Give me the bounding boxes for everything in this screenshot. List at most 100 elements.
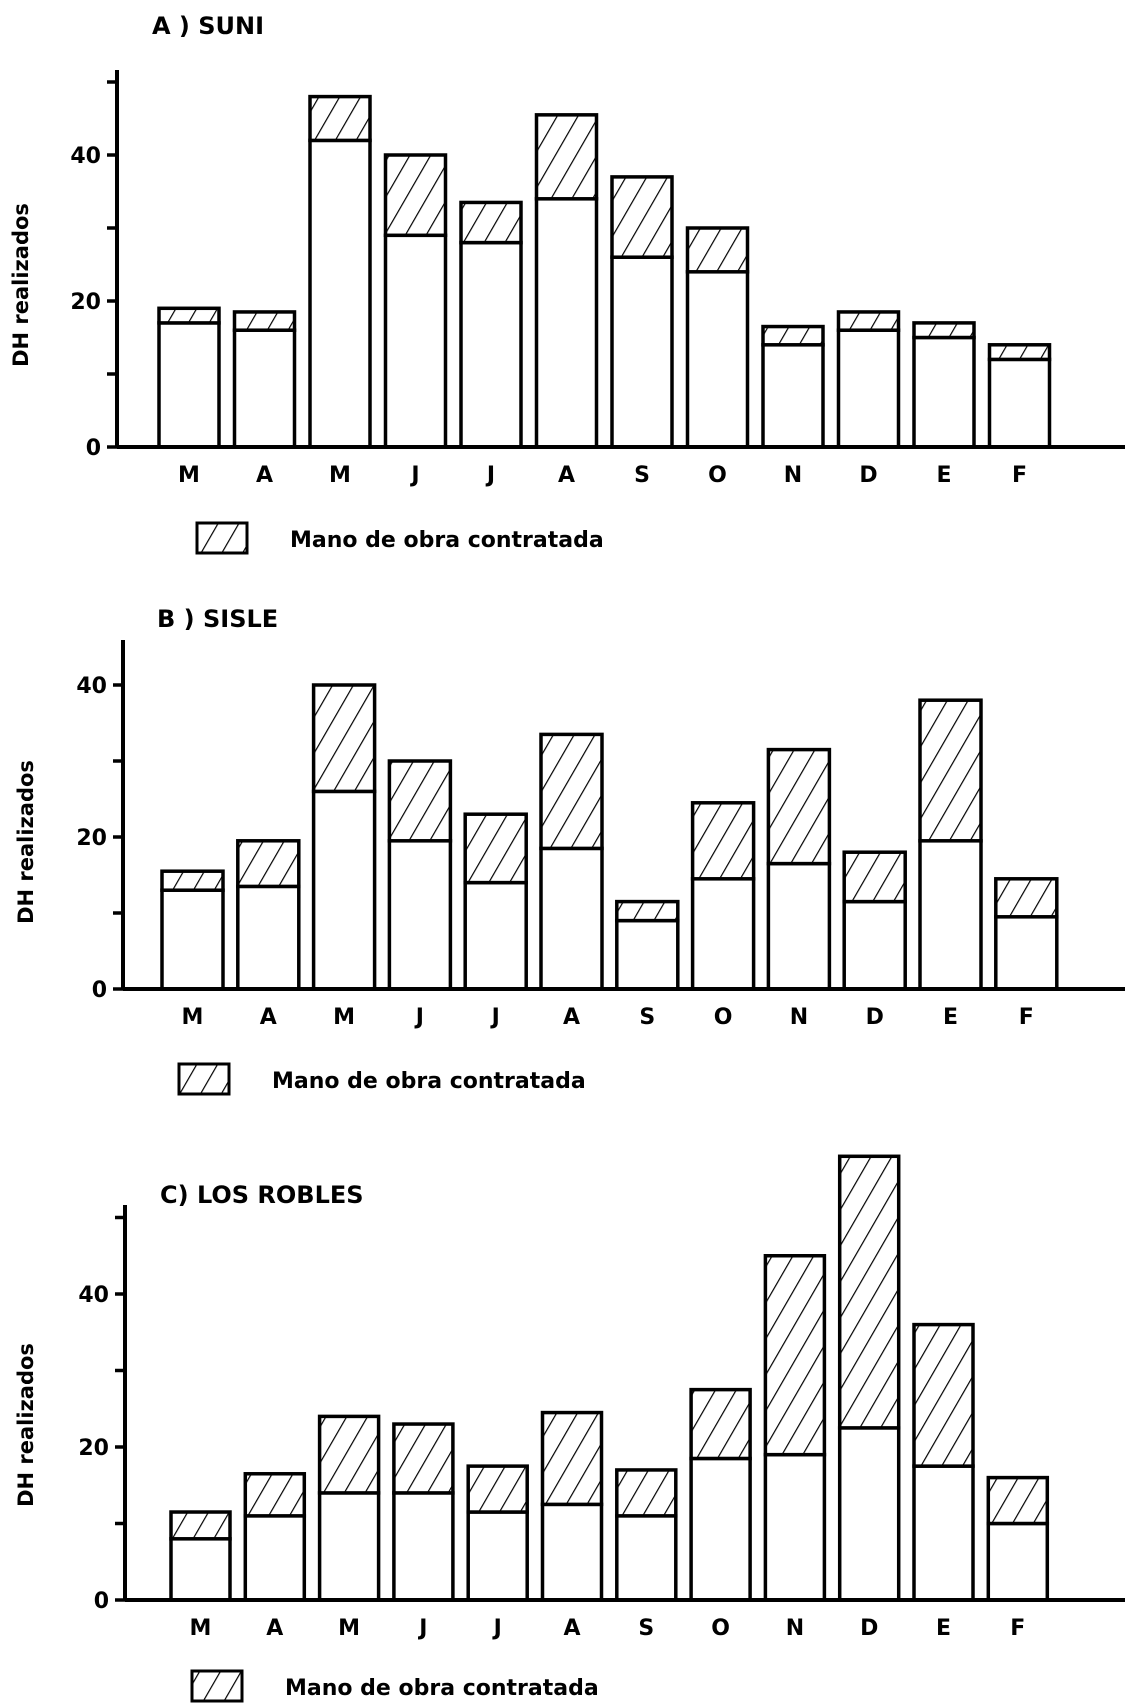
x-tick-label: S (639, 1005, 655, 1030)
bar-own-labour (534, 197, 599, 449)
bar-own-labour (539, 846, 604, 991)
x-tick-label: S (634, 463, 650, 488)
bar-hired-labour (539, 732, 604, 851)
bar-own-labour (763, 1452, 827, 1602)
bar-hired-labour (685, 226, 750, 274)
bar-own-labour (169, 1537, 232, 1602)
bar-hired-labour (466, 1464, 529, 1514)
y-tick-label: 20 (76, 826, 107, 851)
x-tick-label: N (784, 463, 802, 488)
chart-title: A ) SUNI (152, 12, 264, 40)
bar-hired-labour (615, 899, 680, 923)
x-tick-label: N (790, 1005, 808, 1030)
bar-own-labour (463, 880, 528, 991)
chart-panel: C) LOS ROBLES DH realizados M A M J J A S O N D E F 0 2… (14, 1154, 1125, 1703)
x-tick-label: M (329, 463, 351, 488)
bar-hired-labour (463, 812, 528, 885)
legend-swatch-hatch (190, 1669, 244, 1703)
legend-label: Mano de obra contratada (290, 528, 604, 553)
bar-hired-labour (311, 683, 377, 794)
x-tick-label: M (338, 1616, 360, 1641)
bar-hired-labour (837, 1154, 901, 1430)
y-tick-label: 0 (94, 1589, 109, 1614)
bar-own-labour (690, 877, 756, 991)
y-tick-label: 40 (70, 144, 101, 169)
y-tick-label: 40 (76, 674, 107, 699)
bar-hired-labour (160, 869, 225, 892)
chart-title: C) LOS ROBLES (160, 1181, 364, 1209)
bar-hired-labour (761, 324, 825, 347)
bar-hired-labour (534, 113, 599, 201)
y-axis-label: DH realizados (14, 1343, 38, 1507)
bar-hired-labour (610, 175, 674, 259)
bar-hired-labour (157, 306, 221, 325)
y-tick-label: 20 (70, 290, 101, 315)
bar-own-labour (308, 138, 372, 449)
bar-own-labour (987, 357, 1052, 449)
bar-own-labour (918, 839, 983, 991)
legend-label: Mano de obra contratada (272, 1069, 586, 1094)
x-tick-label: E (936, 1616, 951, 1641)
x-tick-label: J (492, 1616, 502, 1641)
bar-hired-labour (918, 698, 983, 843)
x-tick-label: J (485, 463, 495, 488)
x-tick-label: J (414, 1005, 424, 1030)
bar-hired-labour (986, 1475, 1050, 1526)
bar-own-labour (842, 899, 907, 991)
x-tick-label: J (409, 463, 419, 488)
x-tick-label: D (859, 463, 877, 488)
x-tick-label: E (943, 1005, 958, 1030)
y-tick-label: 20 (78, 1436, 109, 1461)
x-tick-label: A (563, 1005, 580, 1030)
bar-hired-labour (317, 1414, 381, 1495)
x-tick-label: J (417, 1616, 427, 1641)
legend-swatch-hatch (195, 521, 249, 555)
bar-hired-labour (308, 94, 372, 143)
x-tick-label: D (860, 1616, 878, 1641)
bar-own-labour (912, 335, 976, 449)
x-tick-label: A (256, 463, 273, 488)
bar-own-labour (837, 1426, 901, 1602)
x-tick-label: O (711, 1616, 730, 1641)
bar-own-labour (236, 884, 301, 991)
bar-own-labour (392, 1491, 455, 1602)
bar-own-labour (466, 1510, 529, 1602)
bar-hired-labour (615, 1468, 678, 1518)
bar-hired-labour (912, 321, 976, 340)
y-axis-label: DH realizados (9, 203, 33, 367)
x-tick-label: M (333, 1005, 355, 1030)
bar-hired-labour (383, 153, 448, 238)
bar-hired-labour (987, 343, 1052, 362)
chart-panel: A ) SUNI DH realizados M A M J J A S O N D E F 0 20 40 Ma… (9, 12, 1125, 555)
x-tick-label: A (563, 1616, 580, 1641)
bar-hired-labour (236, 839, 301, 889)
x-tick-label: A (260, 1005, 277, 1030)
x-tick-label: D (866, 1005, 884, 1030)
x-tick-label: M (178, 463, 200, 488)
bar-hired-labour (540, 1410, 604, 1507)
bar-own-labour (243, 1514, 307, 1602)
bar-own-labour (387, 839, 453, 991)
bar-hired-labour (392, 1422, 455, 1495)
x-tick-label: O (714, 1005, 733, 1030)
bar-own-labour (912, 1464, 975, 1602)
bar-hired-labour (387, 759, 453, 843)
y-tick-label: 0 (92, 978, 107, 1003)
x-tick-label: J (490, 1005, 500, 1030)
bar-own-labour (383, 233, 448, 449)
x-tick-label: M (190, 1616, 212, 1641)
bar-hired-labour (994, 877, 1059, 919)
bar-hired-labour (912, 1322, 975, 1468)
bar-hired-labour (689, 1387, 752, 1461)
bar-own-labour (766, 861, 832, 991)
x-tick-label: S (638, 1616, 654, 1641)
x-tick-label: A (266, 1616, 283, 1641)
bar-own-labour (615, 1514, 678, 1602)
x-tick-label: A (558, 463, 575, 488)
bar-hired-labour (232, 310, 297, 332)
bar-own-labour (317, 1491, 381, 1602)
bar-hired-labour (169, 1510, 232, 1541)
legend-swatch-hatch (177, 1062, 231, 1096)
bar-own-labour (311, 789, 377, 991)
